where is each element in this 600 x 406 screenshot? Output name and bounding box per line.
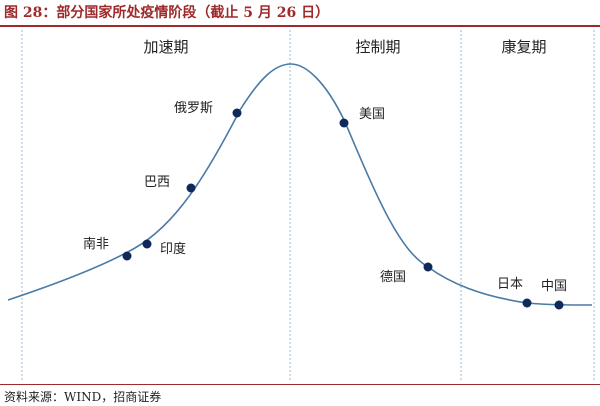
footer-divider (0, 384, 600, 385)
marker-south-africa (122, 251, 132, 261)
country-label-india: 印度 (160, 241, 186, 257)
country-label-usa: 美国 (359, 107, 385, 122)
marker-china (554, 300, 564, 310)
marker-usa (339, 118, 349, 128)
country-label-japan: 日本 (497, 277, 523, 292)
source-note: 资料来源：WIND，招商证券 (4, 390, 162, 404)
marker-japan (522, 298, 532, 308)
figure-title: 图 28：部分国家所处疫情阶段（截止 5 月 26 日） (4, 5, 330, 21)
marker-germany (423, 262, 433, 272)
phase-label-acceleration: 加速期 (143, 38, 188, 56)
marker-brazil (186, 183, 196, 193)
country-label-south-africa: 南非 (83, 236, 109, 252)
phase-label-recovery: 康复期 (501, 38, 546, 56)
title-divider (0, 25, 600, 27)
country-label-germany: 德国 (380, 270, 406, 285)
country-label-russia: 俄罗斯 (174, 101, 213, 116)
country-label-brazil: 巴西 (144, 175, 170, 190)
marker-india (142, 239, 152, 249)
epidemic-stage-diagram: 加速期 控制期 康复期 南非 印度 巴西 俄罗斯 美国 德国 日本 中国 (7, 30, 595, 380)
country-label-china: 中国 (541, 279, 567, 294)
phase-label-control: 控制期 (355, 38, 400, 56)
epidemic-curve (7, 63, 593, 306)
marker-russia (232, 108, 242, 118)
